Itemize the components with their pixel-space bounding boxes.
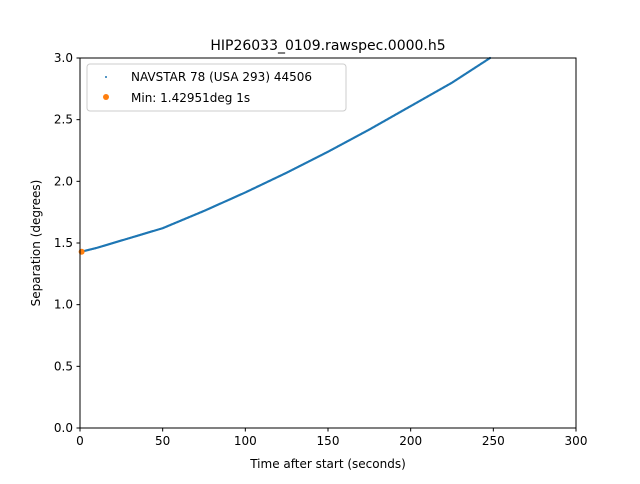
y-tick-label: 1.0	[54, 298, 73, 312]
legend-marker-series-1	[105, 76, 107, 78]
y-tick-label: 0.0	[54, 421, 73, 435]
x-axis-label: Time after start (seconds)	[249, 457, 406, 471]
legend-label-series-1: NAVSTAR 78 (USA 293) 44506	[131, 70, 312, 84]
legend-label-min: Min: 1.42951deg 1s	[131, 91, 250, 105]
legend-box	[86, 63, 347, 112]
x-tick-label: 0	[76, 434, 84, 448]
x-tick-label: 300	[565, 434, 588, 448]
data-layer	[78, 56, 492, 255]
y-axis-label: Separation (degrees)	[29, 180, 43, 307]
y-axis-ticks: 0.0 0.5 1.0 1.5 2.0 2.5 3.0	[54, 51, 80, 435]
y-tick-label: 1.5	[54, 236, 73, 250]
x-tick-label: 250	[482, 434, 505, 448]
plot-area	[80, 58, 576, 428]
y-tick-label: 0.5	[54, 359, 73, 373]
y-tick-label: 2.0	[54, 174, 73, 188]
x-tick-label: 150	[317, 434, 340, 448]
x-axis-ticks: 0 50 100 150 200 250 300	[76, 428, 587, 448]
chart-title: HIP26033_0109.rawspec.0000.h5	[210, 38, 445, 54]
legend-marker-min	[103, 94, 109, 100]
x-tick-label: 50	[155, 434, 170, 448]
y-tick-label: 2.5	[54, 113, 73, 127]
legend: NAVSTAR 78 (USA 293) 44506 Min: 1.42951d…	[86, 63, 347, 112]
x-tick-label: 100	[234, 434, 257, 448]
y-tick-label: 3.0	[54, 51, 73, 65]
x-tick-label: 200	[399, 434, 422, 448]
